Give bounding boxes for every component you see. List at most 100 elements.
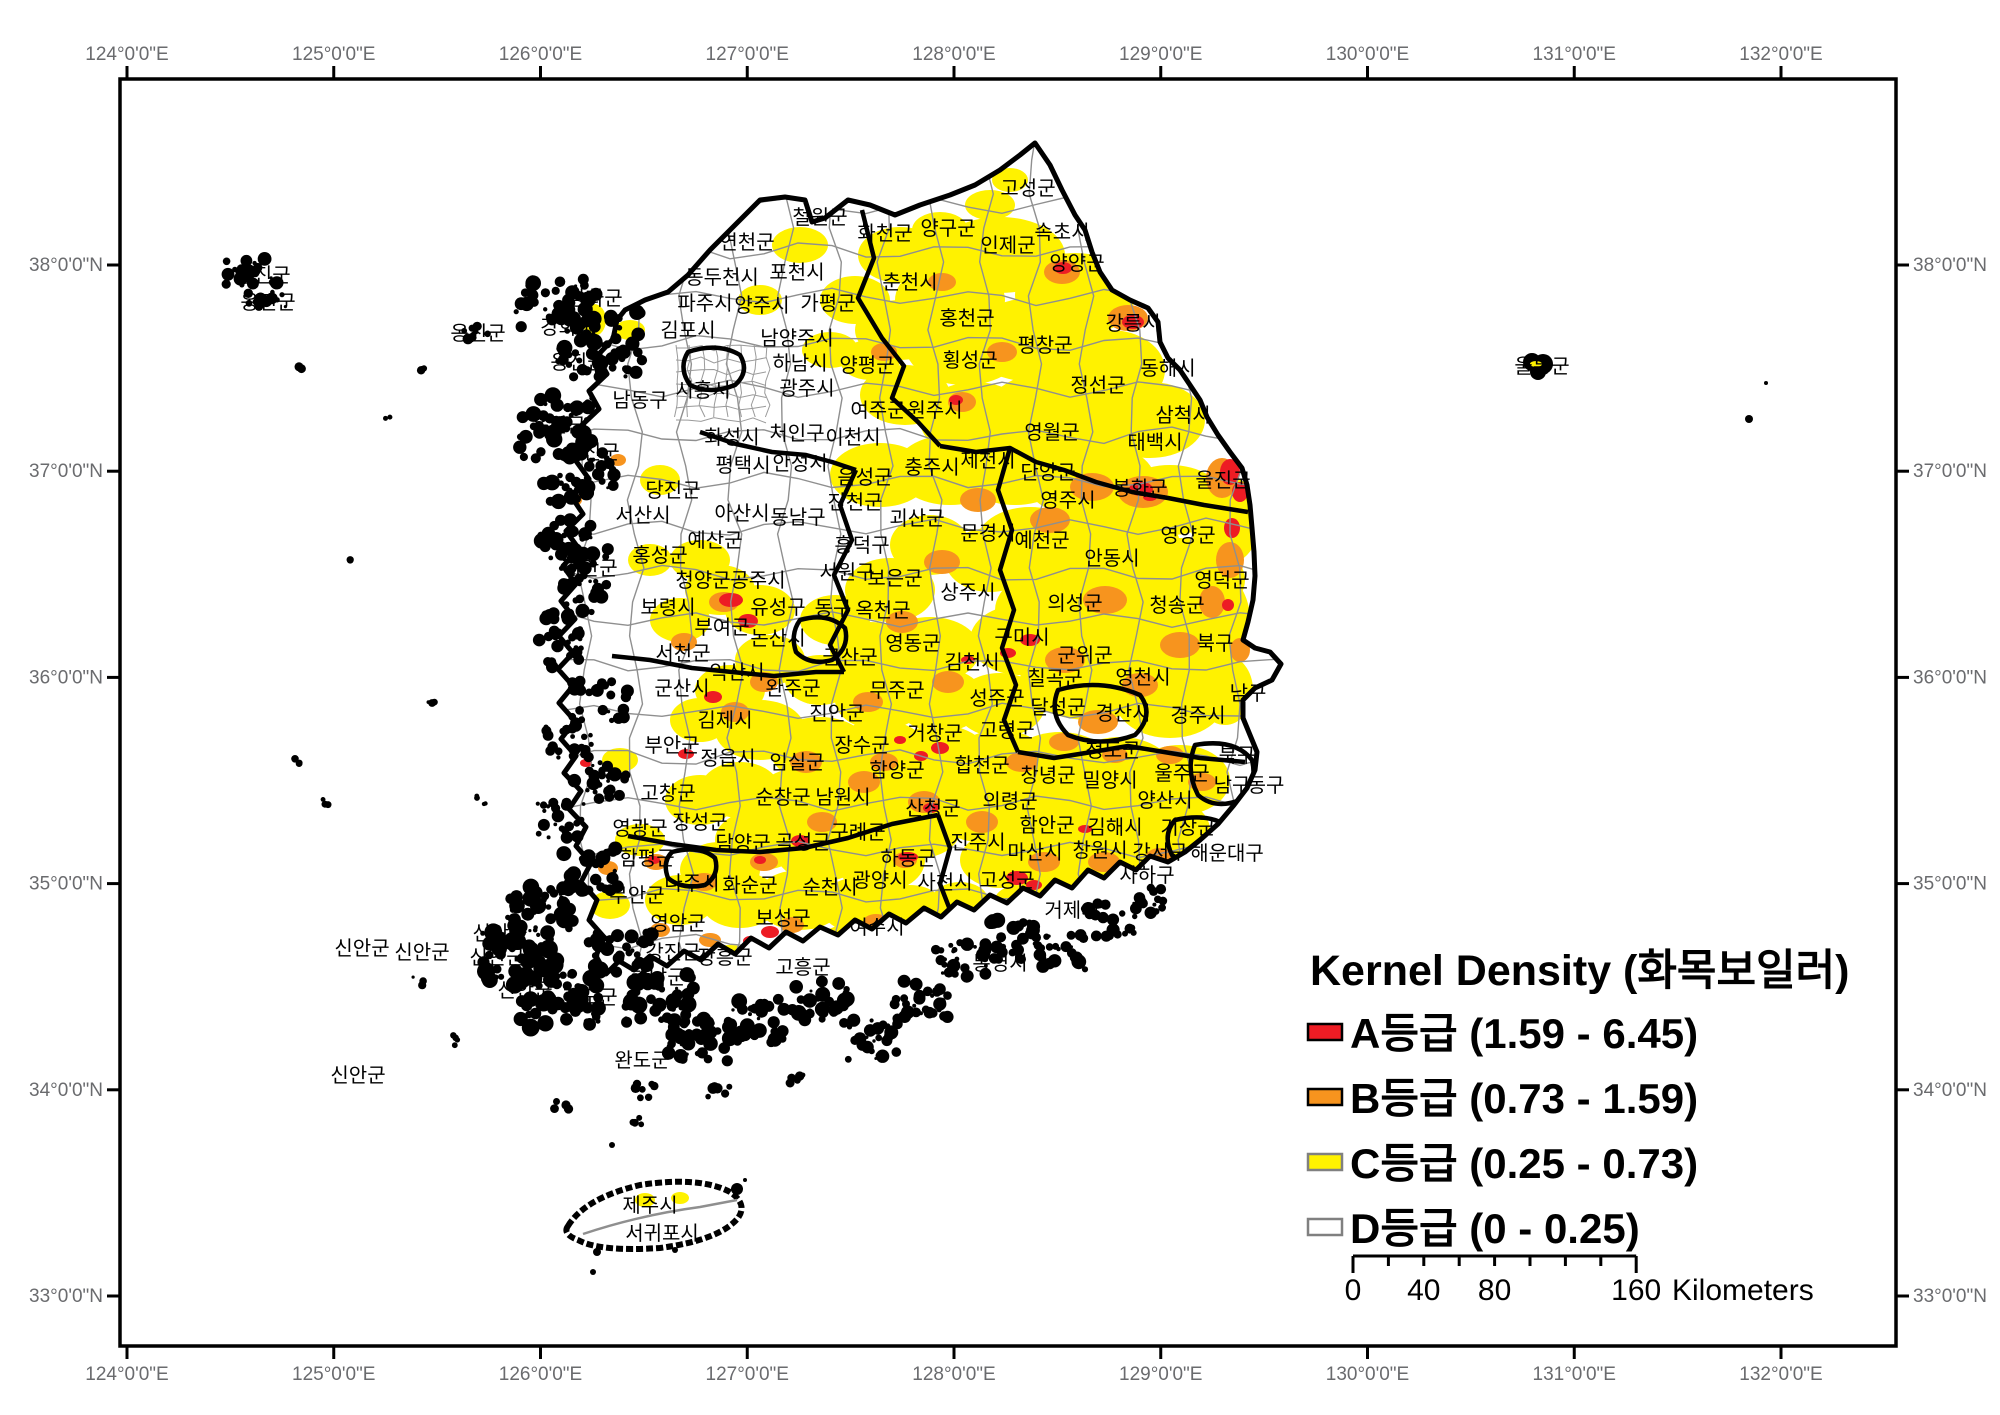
district-label: 정선군	[1070, 374, 1125, 397]
district-label: 옹진군	[564, 441, 619, 464]
district-label: 정읍시	[700, 747, 755, 770]
district-label: 김포시	[660, 319, 715, 342]
legend-title: Kernel Density (화목보일러)	[1310, 947, 1850, 995]
district-label: 거창군	[907, 722, 962, 745]
district-label: 음성군	[837, 466, 892, 489]
district-label: 서귀포시	[625, 1222, 699, 1245]
district-label: 태안군	[562, 557, 617, 580]
district-label: 충주시	[904, 456, 959, 479]
lat-label-right: 36°0'0"N	[1913, 667, 1987, 688]
legend-item-label: D등급 (0 - 0.25)	[1350, 1205, 1640, 1252]
lat-label-right: 34°0'0"N	[1913, 1080, 1987, 1101]
district-label: 울릉군	[1514, 356, 1569, 378]
district-label: 광양시	[852, 869, 907, 892]
district-label: 평창군	[1017, 334, 1072, 357]
dokdo-islet	[1745, 415, 1753, 423]
district-label: 논산시	[750, 627, 805, 650]
district-label: 파주시	[677, 292, 732, 315]
district-label: 동해시	[1140, 357, 1195, 380]
district-label: 양구군	[920, 217, 975, 240]
district-label: 나주시	[664, 872, 719, 895]
lon-label-bottom: 130°0'0"E	[1326, 1364, 1409, 1385]
district-label: 진천군	[827, 491, 882, 514]
district-label: 무주군	[869, 680, 924, 702]
district-label: 금산군	[822, 646, 877, 669]
district-label: 서원구	[819, 561, 874, 584]
mainland-layer	[555, 140, 1284, 977]
district-label: 유성구	[750, 596, 805, 619]
district-label: 상주시	[940, 581, 995, 604]
district-label: 청송군	[1149, 594, 1204, 617]
district-label: 청양군	[675, 569, 730, 592]
lon-label-top: 127°0'0"E	[706, 44, 789, 65]
district-label: 북구	[1197, 633, 1234, 655]
district-label: 남양주시	[760, 327, 834, 350]
district-label: 군위군	[1057, 644, 1112, 667]
district-label: 홍성군	[632, 544, 687, 567]
district-label: 여수시	[849, 916, 904, 939]
scale-tick-label: 160	[1611, 1274, 1661, 1307]
district-label: 무안군	[609, 884, 664, 907]
district-label: 김천시	[944, 651, 999, 674]
district-label: 시흥시	[675, 379, 730, 402]
district-label: 고흥군	[775, 956, 830, 979]
district-label: 괴산군	[889, 507, 944, 530]
district-label: 고성군	[979, 869, 1034, 892]
district-label: 고창군	[640, 782, 695, 805]
district-label: 안성시	[772, 452, 827, 475]
district-label: 보령시	[640, 596, 695, 619]
district-label: 창녕군	[1020, 764, 1075, 787]
district-label: 철원군	[792, 206, 847, 229]
district-label: 강화군	[540, 316, 595, 339]
lon-label-bottom: 125°0'0"E	[292, 1364, 375, 1385]
district-label: 옹진군	[240, 291, 295, 314]
district-label: 밀양시	[1082, 769, 1137, 792]
district-label: 거제시	[1044, 899, 1099, 922]
lon-label-bottom: 129°0'0"E	[1119, 1364, 1202, 1385]
ulleung-density-dot	[1530, 361, 1542, 367]
district-label: 태백시	[1127, 431, 1182, 454]
district-label: 부안군	[644, 734, 699, 757]
district-label: 서산시	[615, 504, 670, 527]
district-label: 제주시	[622, 1194, 677, 1217]
district-label: 화성시	[704, 426, 759, 449]
lon-label-bottom: 128°0'0"E	[912, 1364, 995, 1385]
ulleungdo-dokdo	[1523, 353, 1768, 423]
province-boundaries	[611, 209, 1256, 916]
district-label: 김해시	[1087, 816, 1142, 839]
district-label: 옹진군	[235, 264, 290, 287]
lon-label-top: 125°0'0"E	[292, 44, 375, 65]
jeju-island	[563, 1142, 747, 1275]
district-label: 익산시	[709, 661, 764, 684]
district-label: 장수군	[834, 734, 889, 757]
district-label: 구례군	[830, 821, 885, 844]
district-label: 진도군	[562, 986, 617, 1009]
district-label: 보은군	[867, 568, 922, 590]
district-label: 영동군	[885, 632, 940, 655]
district-label: 신안군	[334, 937, 389, 960]
district-label: 장성군	[672, 811, 727, 834]
district-label: 북구	[1219, 745, 1256, 767]
lat-label-left: 37°0'0"N	[29, 461, 103, 482]
lon-label-bottom: 124°0'0"E	[85, 1364, 168, 1385]
legend-item-label: C등급 (0.25 - 0.73)	[1350, 1140, 1698, 1187]
graticule-ticks-and-labels: 124°0'0"E 124°0'0"E 125°0'0"E 125°0'0"E 126°…	[29, 44, 1987, 1385]
district-label: 화순군	[722, 874, 777, 897]
district-label: 처인구	[769, 422, 824, 445]
district-label: 신안군	[330, 1064, 385, 1087]
district-label: 부여군	[694, 616, 749, 639]
lon-label-top: 132°0'0"E	[1739, 44, 1822, 65]
district-label: 고령군	[979, 719, 1034, 742]
lon-label-top: 130°0'0"E	[1326, 44, 1409, 65]
district-label: 광주시	[779, 377, 834, 400]
lat-label-left: 36°0'0"N	[29, 667, 103, 688]
district-label: 함안군	[1019, 814, 1074, 837]
legend-items: A등급 (1.59 - 6.45) B등급 (0.73 - 1.59) C등급 (0…	[1306, 1010, 1698, 1252]
lat-label-left: 33°0'0"N	[29, 1286, 103, 1307]
district-label: 함평군	[619, 847, 674, 870]
district-label: 삼척시	[1155, 404, 1210, 427]
district-label: 청도군	[1085, 739, 1140, 762]
map-frame	[118, 77, 1898, 1348]
